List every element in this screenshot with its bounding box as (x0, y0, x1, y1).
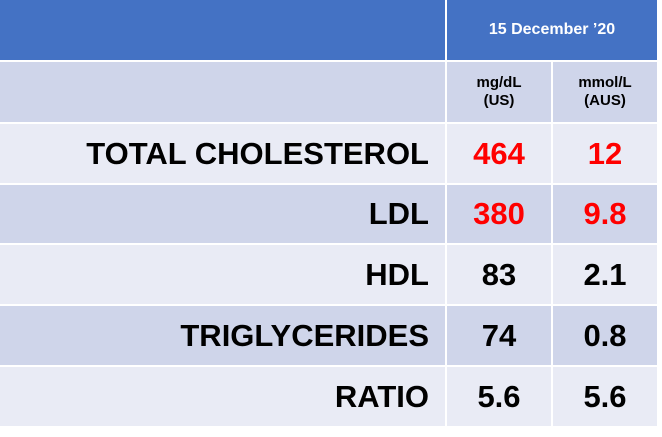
row-label: LDL (368, 196, 429, 231)
column-region: (US) (483, 92, 515, 109)
row-label: HDL (365, 256, 429, 292)
value-cell: 9.8 (553, 185, 657, 243)
value: 380 (473, 196, 525, 231)
value: 2.1 (583, 256, 627, 292)
value: 5.6 (583, 378, 627, 414)
value: 74 (481, 317, 517, 353)
column-header: mg/dL (US) (447, 62, 551, 122)
value: 464 (473, 135, 525, 171)
value: 83 (481, 256, 517, 292)
column-unit: mmol/L (578, 74, 632, 91)
subheader-blank (0, 62, 445, 122)
row-label-cell: LDL (0, 185, 445, 243)
row-label: RATIO (334, 378, 429, 414)
row-label: TRIGLYCERIDES (180, 317, 429, 353)
header-date: 15 December ’20 (488, 21, 616, 38)
value-cell: 380 (447, 185, 551, 243)
header-date-cell: 15 December ’20 (447, 0, 657, 60)
column-region: (AUS) (584, 92, 626, 109)
value-cell: 5.6 (553, 367, 657, 426)
row-label-cell: TOTAL CHOLESTEROL (0, 124, 445, 183)
row-label-cell: TRIGLYCERIDES (0, 306, 445, 365)
row-label: TOTAL CHOLESTEROL (86, 135, 429, 171)
value: 0.8 (583, 317, 627, 353)
value-cell: 5.6 (447, 367, 551, 426)
value-cell: 12 (553, 124, 657, 183)
row-label-cell: RATIO (0, 367, 445, 426)
column-header: mmol/L (AUS) (553, 62, 657, 122)
value-cell: 74 (447, 306, 551, 365)
header-blank (0, 0, 445, 60)
value-cell: 83 (447, 245, 551, 304)
value-cell: 464 (447, 124, 551, 183)
row-label-cell: HDL (0, 245, 445, 304)
column-unit: mg/dL (476, 74, 522, 91)
value: 5.6 (477, 378, 521, 414)
value: 9.8 (583, 196, 627, 231)
value: 12 (587, 135, 623, 171)
value-cell: 2.1 (553, 245, 657, 304)
value-cell: 0.8 (553, 306, 657, 365)
